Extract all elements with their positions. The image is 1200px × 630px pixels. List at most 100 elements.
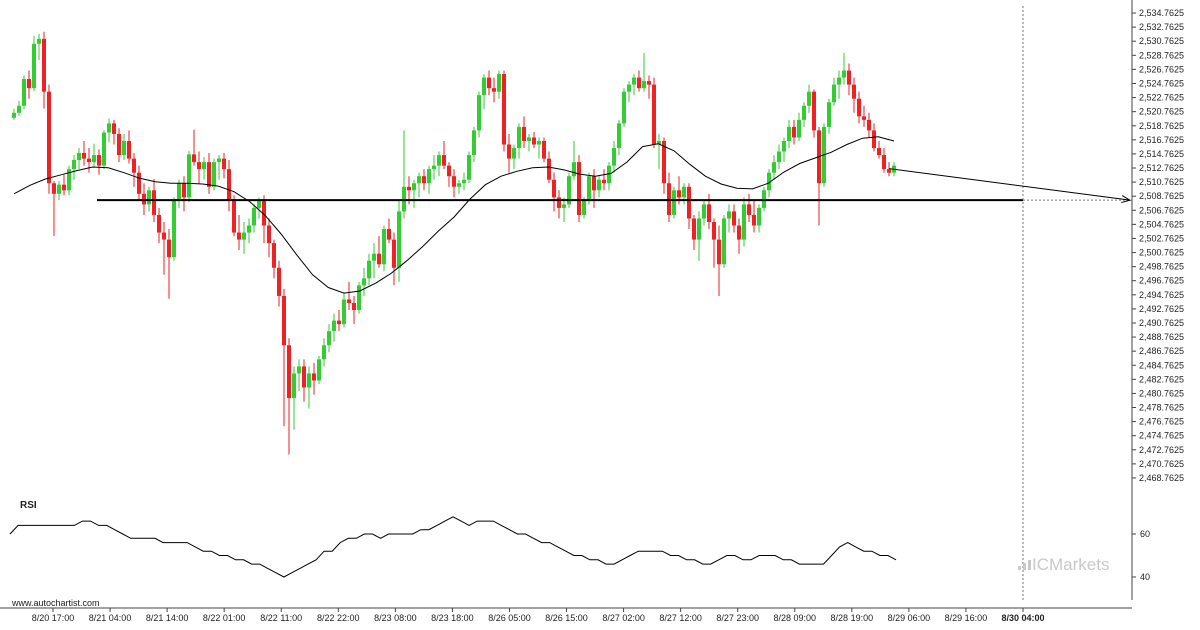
candle [502, 70, 506, 152]
candle-body [12, 112, 16, 118]
candle-body [357, 285, 361, 311]
candle-body [622, 91, 626, 124]
candle-body [457, 183, 461, 187]
candle [472, 126, 476, 163]
candle [587, 172, 591, 205]
candle [602, 169, 606, 191]
y-tick-label: 2,488.7625 [1139, 332, 1184, 342]
candle [882, 148, 886, 173]
candle-body [427, 169, 431, 184]
y-tick-label: 2,498.7625 [1139, 262, 1184, 272]
candle-body [602, 179, 606, 184]
moving-average-line [13, 136, 895, 294]
candle [122, 133, 126, 161]
candle [692, 214, 696, 251]
candle-body [577, 162, 581, 215]
candle-body [282, 295, 286, 346]
candle-body [407, 186, 411, 191]
candle [467, 151, 471, 184]
candle-body [567, 176, 571, 205]
candle-body [552, 179, 556, 198]
candle-body [242, 232, 246, 240]
candle [17, 100, 21, 116]
candle [377, 236, 381, 268]
candle [157, 207, 161, 244]
candle-body [847, 70, 851, 85]
candle-body [857, 98, 861, 117]
candle-body [832, 84, 836, 103]
candle [262, 195, 266, 244]
candle [597, 176, 601, 198]
candle-body [102, 132, 106, 166]
candle [672, 186, 676, 219]
candle [127, 130, 131, 164]
candle-body [862, 116, 866, 120]
candle-body [272, 243, 276, 268]
candle [197, 151, 201, 184]
candle-body [207, 162, 211, 187]
y-tick-label: 2,506.7625 [1139, 205, 1184, 215]
candle [367, 253, 371, 286]
candle-body [582, 200, 586, 215]
x-tick-label: 8/23 18:00 [431, 613, 474, 623]
candle [837, 70, 841, 99]
brand-text: ICMarkets [1032, 555, 1109, 574]
candle-body [762, 190, 766, 208]
candle-body [187, 154, 191, 198]
candle [142, 183, 146, 215]
x-tick-label: 8/27 12:00 [659, 613, 702, 623]
candle-body [152, 190, 156, 215]
candle-body [717, 239, 721, 265]
candle [307, 366, 311, 409]
candle-body [472, 130, 476, 156]
candle [232, 195, 236, 237]
y-tick-label: 2,518.7625 [1139, 121, 1184, 131]
y-tick-label: 2,524.7625 [1139, 78, 1184, 88]
candle-body [342, 299, 346, 325]
candle-body [362, 278, 366, 286]
rsi-tick-label: 40 [1140, 572, 1150, 582]
candle-body [557, 197, 561, 208]
y-tick-label: 2,490.7625 [1139, 318, 1184, 328]
candle-body [107, 123, 111, 133]
candle [237, 214, 241, 251]
candle-body [17, 105, 21, 113]
candle [757, 204, 761, 233]
candle [87, 148, 91, 173]
candle-body [432, 165, 436, 170]
candle-body [882, 155, 886, 170]
candle [422, 169, 426, 191]
candle [217, 155, 221, 180]
candle [37, 33, 41, 60]
candle-body [402, 186, 406, 212]
candle [747, 193, 751, 222]
candle-body [512, 148, 516, 159]
candle [752, 200, 756, 233]
candle-body [842, 70, 846, 78]
candle-body [387, 229, 391, 240]
candle [292, 366, 296, 430]
candle [607, 162, 611, 191]
candle [202, 157, 206, 180]
y-tick-label: 2,528.7625 [1139, 50, 1184, 60]
candle-body [322, 345, 326, 360]
y-tick-label: 2,526.7625 [1139, 64, 1184, 74]
candle [592, 169, 596, 208]
candle-body [117, 133, 121, 156]
candle-body [852, 84, 856, 99]
candle-body [787, 126, 791, 141]
candle-body [92, 155, 96, 163]
candle [242, 221, 246, 254]
candle-body [297, 366, 301, 374]
candle [527, 133, 531, 152]
candle-body [52, 183, 56, 194]
candle-body [542, 140, 546, 159]
candle-body [722, 218, 726, 265]
candle [447, 162, 451, 187]
candle-body [537, 140, 541, 145]
candle [697, 211, 701, 261]
candle [107, 118, 111, 143]
candle-body [632, 77, 636, 85]
candle [667, 172, 671, 222]
candle [487, 70, 491, 96]
